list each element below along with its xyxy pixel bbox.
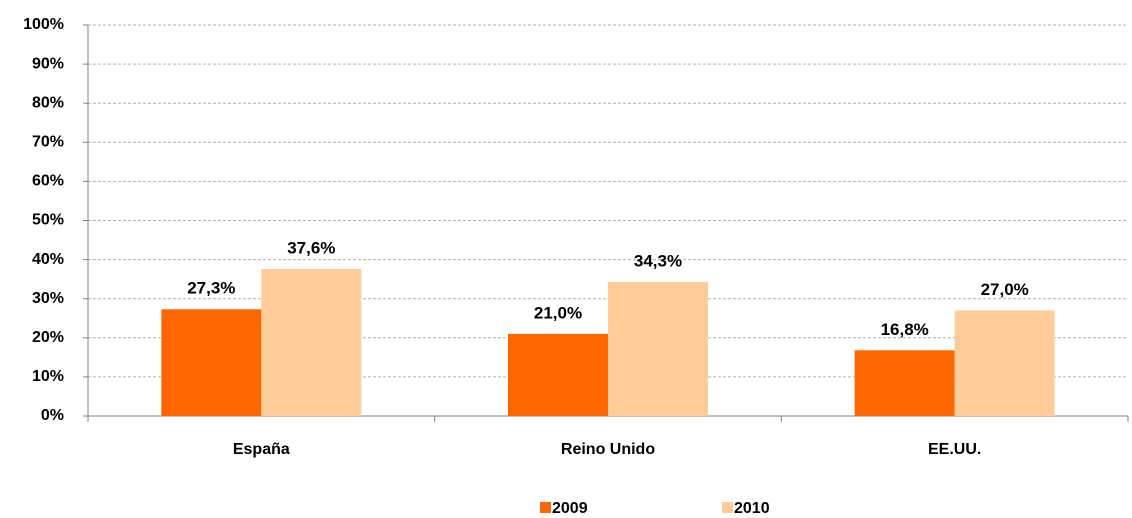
value-label: 16,8% bbox=[881, 320, 929, 339]
y-tick-label: 100% bbox=[23, 16, 64, 33]
value-label: 27,3% bbox=[187, 279, 235, 298]
x-tick-label: Reino Unido bbox=[561, 441, 655, 458]
legend-label: 2009 bbox=[552, 500, 588, 517]
y-tick-label: 70% bbox=[32, 134, 64, 151]
bar bbox=[854, 350, 955, 416]
y-tick-label: 50% bbox=[32, 212, 64, 229]
y-tick-label: 80% bbox=[32, 94, 64, 111]
y-tick-label: 20% bbox=[32, 329, 64, 346]
value-label: 34,3% bbox=[634, 251, 682, 270]
y-tick-label: 90% bbox=[32, 55, 64, 72]
legend-swatch bbox=[540, 502, 551, 513]
legend-label: 2010 bbox=[734, 500, 770, 517]
y-tick-label: 30% bbox=[32, 290, 64, 307]
y-tick-label: 10% bbox=[32, 368, 64, 385]
bar bbox=[608, 281, 708, 416]
y-tick-label: 40% bbox=[32, 251, 64, 268]
value-label: 21,0% bbox=[534, 303, 582, 322]
x-tick-label: España bbox=[233, 441, 290, 458]
value-label: 37,6% bbox=[287, 238, 335, 257]
y-tick-label: 0% bbox=[41, 407, 64, 424]
legend-swatch bbox=[722, 502, 733, 513]
bar bbox=[508, 333, 608, 416]
bar bbox=[261, 268, 362, 416]
value-label: 27,0% bbox=[981, 280, 1029, 299]
x-tick-label: EE.UU. bbox=[928, 441, 981, 458]
bar bbox=[954, 310, 1055, 416]
bar bbox=[161, 309, 262, 416]
y-tick-label: 60% bbox=[32, 173, 64, 190]
